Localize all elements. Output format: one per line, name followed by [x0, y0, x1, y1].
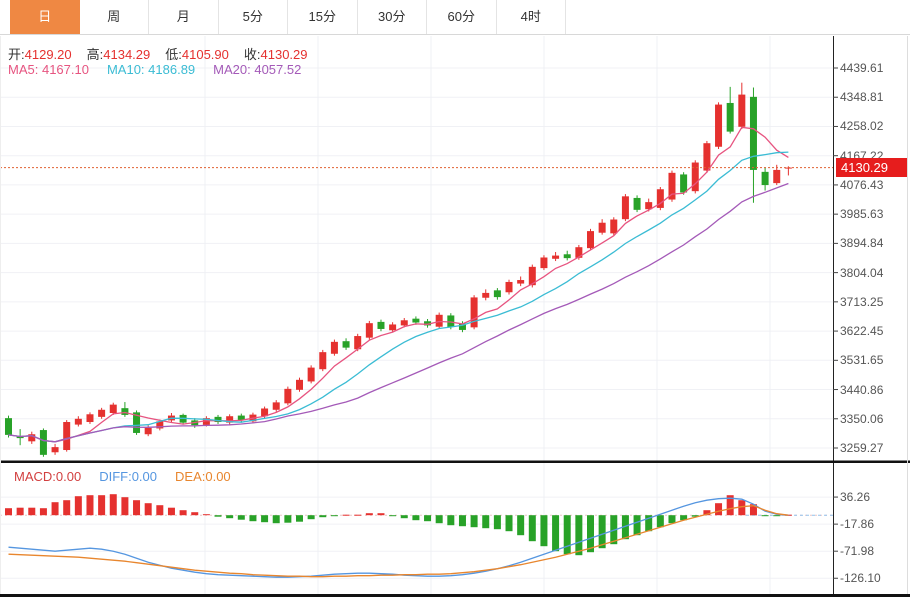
axis-tick-label: 3713.25 — [840, 294, 884, 309]
close-item: 收:4130.29 — [244, 44, 308, 63]
tab-week[interactable]: 周 — [80, 0, 149, 34]
axis-tick-label: 3440.86 — [840, 382, 884, 397]
diff-value: 0.00 — [131, 469, 158, 484]
axis-tick-label: 3531.65 — [840, 353, 884, 368]
axis-tick-label: 3804.04 — [840, 265, 884, 280]
macd-label: MACD: — [14, 469, 56, 484]
diff-label: DIFF: — [99, 469, 132, 484]
low-label: 低: — [165, 47, 182, 62]
tab-day[interactable]: 日 — [10, 0, 80, 34]
ma5-label: MA5: — [8, 62, 42, 77]
tab-5min[interactable]: 5分 — [219, 0, 288, 34]
open-label: 开: — [8, 47, 25, 62]
macd-info-bar: MACD:0.00 DIFF:0.00 DEA:0.00 — [14, 469, 231, 484]
dea-value: 0.00 — [205, 469, 231, 484]
axis-tick-label: 4258.02 — [840, 119, 884, 134]
tab-month[interactable]: 月 — [149, 0, 219, 34]
ma20-value: 4057.52 — [254, 62, 302, 77]
high-item: 高:4134.29 — [87, 44, 151, 63]
axis-tick-label: -126.10 — [840, 571, 881, 586]
ma10-value: 4186.89 — [148, 62, 196, 77]
tab-15min[interactable]: 15分 — [288, 0, 358, 34]
close-label: 收: — [243, 47, 261, 62]
high-label: 高: — [86, 47, 104, 62]
ma10-label: MA10: — [106, 62, 149, 77]
timeframe-tab-bar: 日周月 5分 15分 30分 60分 4时 — [0, 0, 910, 35]
close-value: 4130.29 — [260, 47, 308, 62]
axis-tick-label: 4076.43 — [840, 177, 884, 192]
current-price-tag: 4130.29 — [836, 158, 907, 177]
axis-tick-label: 3350.06 — [840, 411, 884, 426]
open-value: 4129.20 — [24, 47, 72, 62]
axis-tick-label: 4439.61 — [840, 61, 884, 75]
ohlc-info-bar: 开:4129.20 高:4134.29 低:4105.90 收:4130.29 — [8, 44, 308, 63]
diff-item: DIFF:0.00 — [99, 469, 157, 484]
open-item: 开:4129.20 — [8, 44, 72, 63]
axis-tick-label: 3259.27 — [840, 441, 884, 455]
axis-tick-label: 4348.81 — [840, 90, 884, 105]
tab-4hour[interactable]: 4时 — [497, 0, 566, 34]
low-value: 4105.90 — [181, 47, 229, 62]
dea-label: DEA: — [175, 469, 206, 484]
ma5-item: MA5: 4167.10 — [8, 62, 89, 77]
ma5-value: 4167.10 — [41, 62, 89, 77]
ma20-item: MA20: 4057.52 — [213, 62, 301, 77]
axis-tick-label: 3622.45 — [840, 324, 884, 339]
dea-item: DEA:0.00 — [175, 469, 231, 484]
axis-tick-label: -17.86 — [840, 517, 875, 532]
tab-60min[interactable]: 60分 — [427, 0, 497, 34]
ma20-label: MA20: — [213, 62, 255, 77]
high-value: 4134.29 — [103, 47, 151, 62]
axis-tick-label: 36.26 — [840, 490, 871, 505]
macd-value: 0.00 — [55, 469, 82, 484]
ma-info-bar: MA5: 4167.10 MA10: 4186.89 MA20: 4057.52 — [8, 62, 301, 77]
ma10-item: MA10: 4186.89 — [107, 62, 195, 77]
axis-tick-label: 3894.84 — [840, 236, 884, 251]
low-item: 低:4105.90 — [165, 44, 229, 63]
axis-tick-label: 3985.63 — [840, 207, 884, 222]
tab-30min[interactable]: 30分 — [358, 0, 427, 34]
macd-item: MACD:0.00 — [14, 469, 81, 484]
axis-tick-label: -71.98 — [840, 544, 875, 559]
